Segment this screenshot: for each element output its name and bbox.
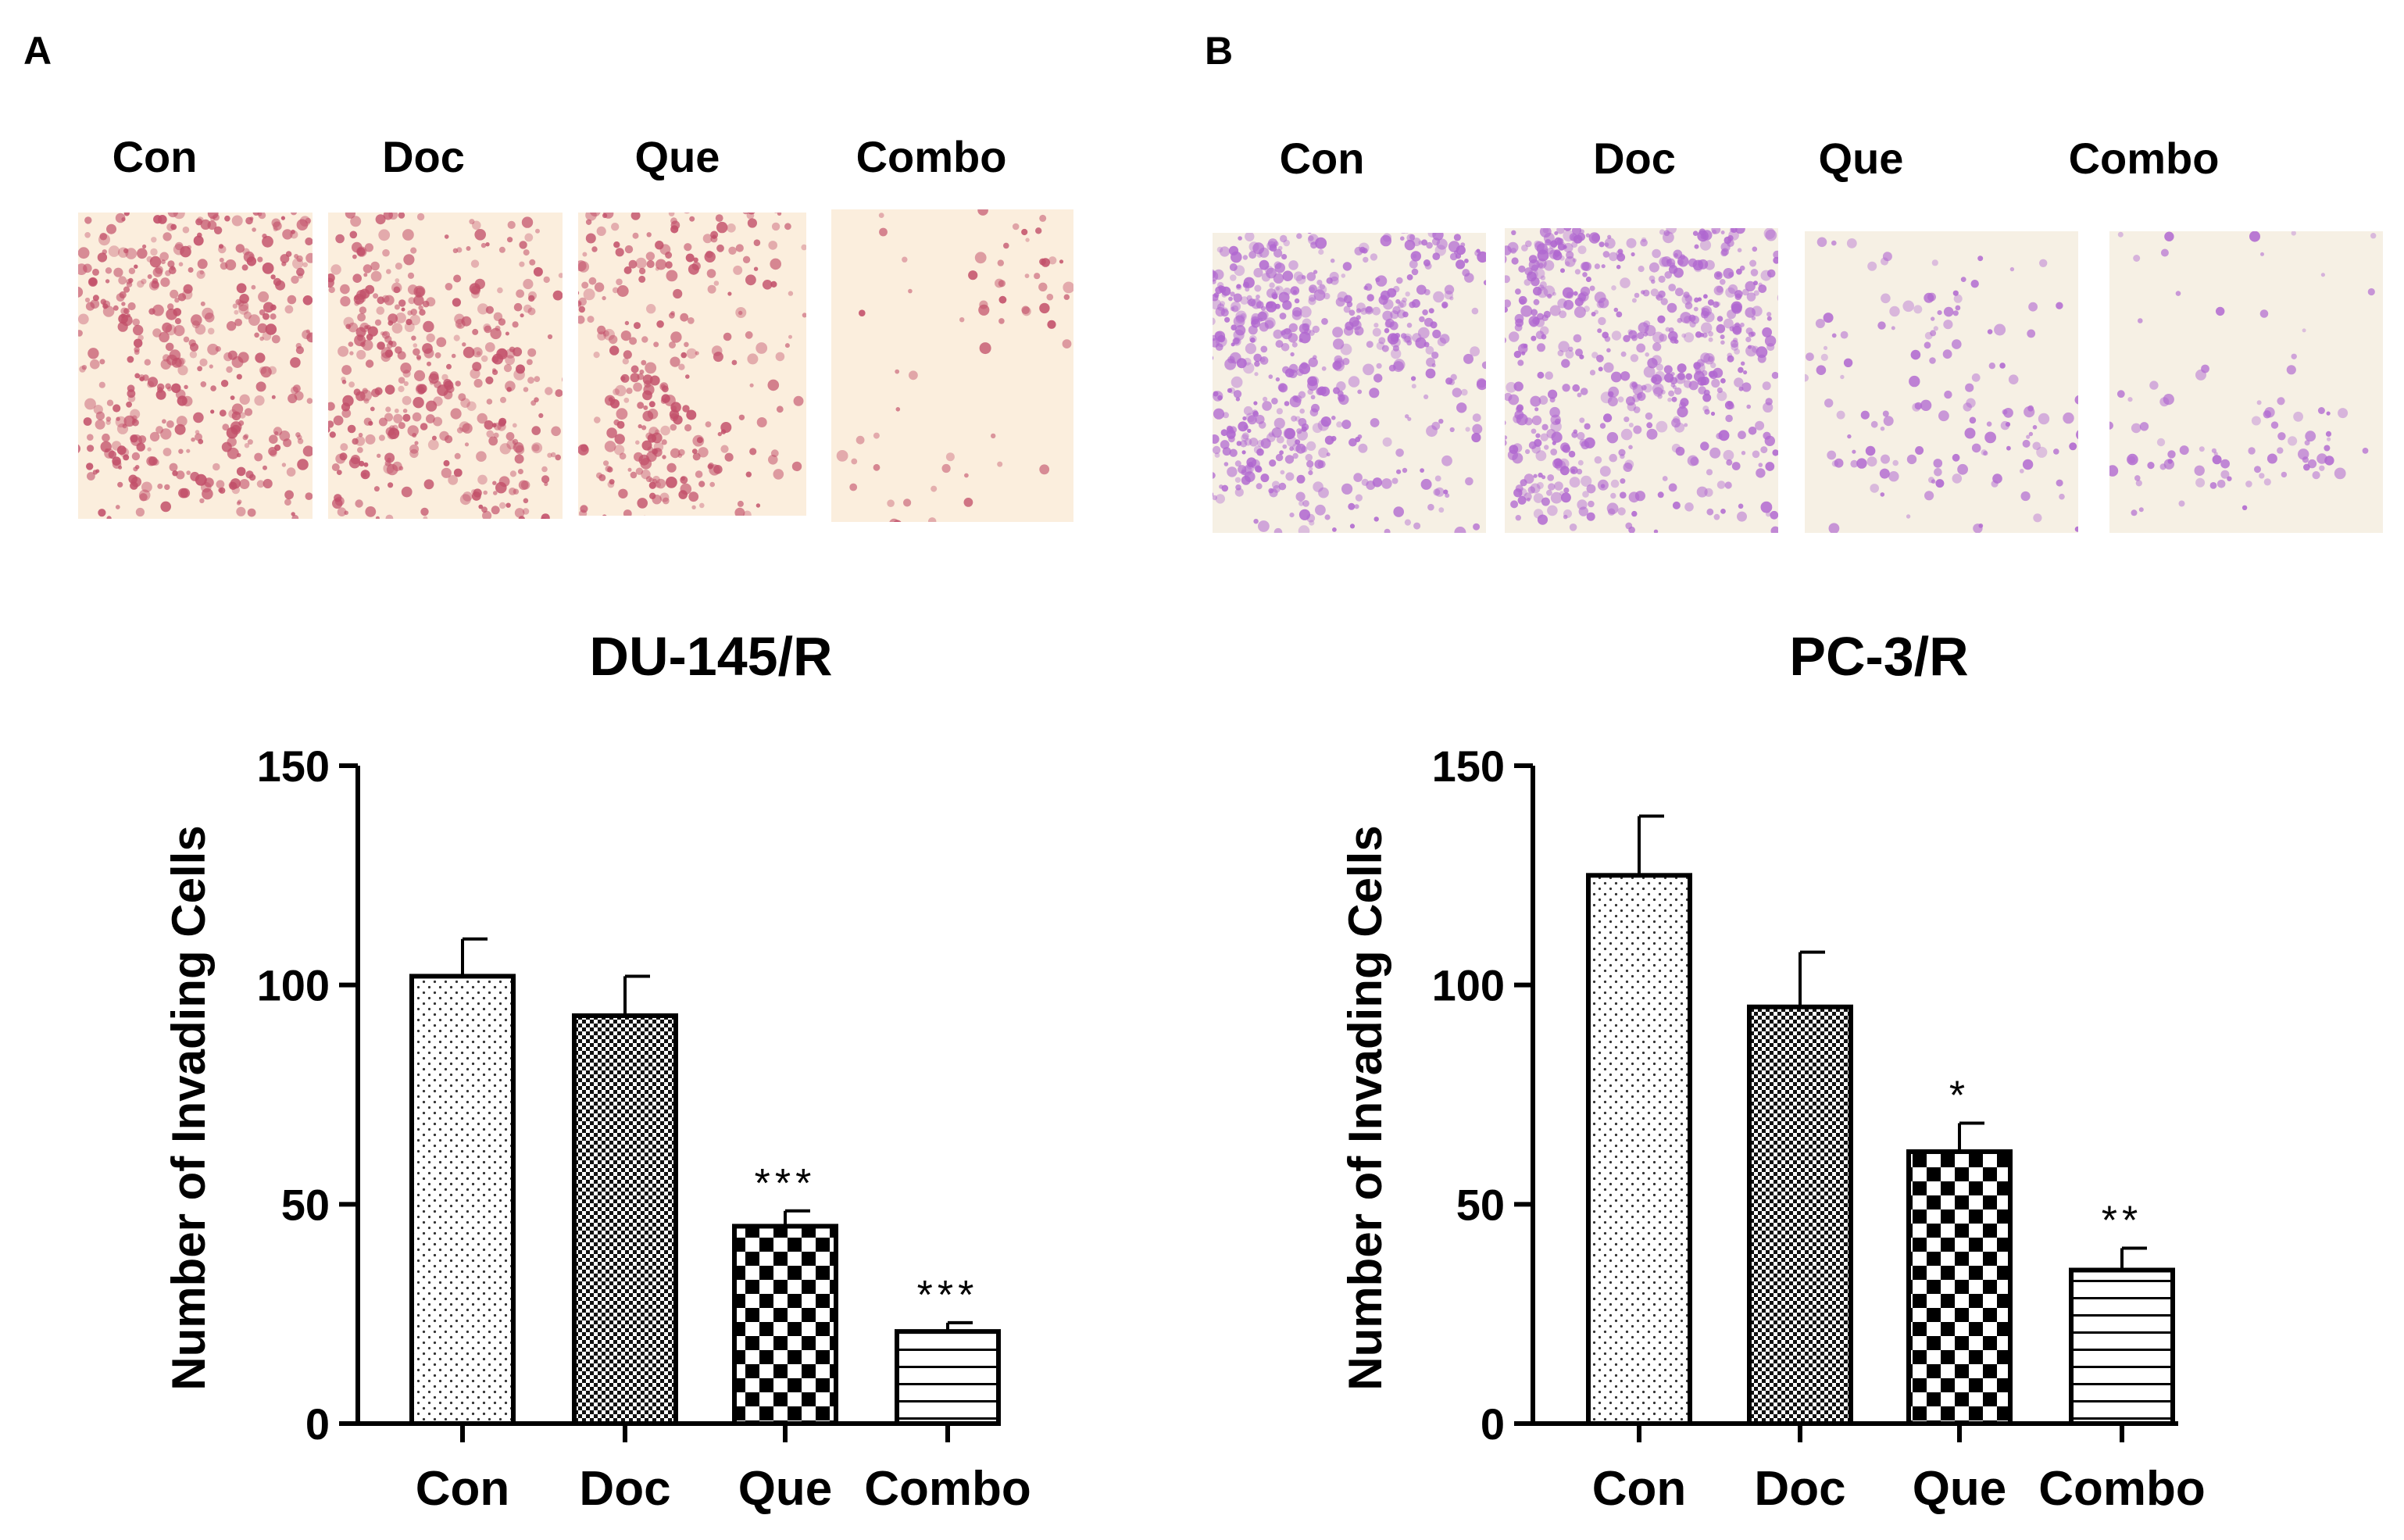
- chart-b-significance-combo: **: [2102, 1198, 2142, 1243]
- panel-a-label-con: Con: [112, 132, 198, 181]
- chart-b-bar-combo: [2069, 1267, 2175, 1426]
- chart-a-bar-combo: [895, 1329, 1001, 1426]
- chart-a-ytick-label-0: 0: [305, 1399, 330, 1449]
- chart-a-bar-doc: [572, 1013, 678, 1426]
- chart-a-title: DU-145/R: [589, 626, 832, 687]
- panel-a-micrograph-que: [578, 213, 806, 516]
- chart-a-xtick-label-con: Con: [416, 1462, 510, 1516]
- chart-a-xtick-label-que: Que: [738, 1462, 833, 1516]
- chart-a-significance-que: ***: [755, 1161, 816, 1206]
- chart-a-ytick-label-100: 100: [257, 961, 330, 1010]
- chart-a-ytick-label-150: 150: [257, 741, 330, 791]
- panel-a-label-doc: Doc: [382, 132, 465, 181]
- chart-a-ylabel: Number of Invading Cells: [163, 825, 215, 1390]
- chart-b-ytick-label-50: 50: [1456, 1180, 1505, 1229]
- panel-b-label-que: Que: [1818, 134, 1904, 183]
- panel-a-label-combo: Combo: [856, 132, 1007, 181]
- chart-b-bar-que: [1906, 1149, 2013, 1427]
- chart-b-xtick-label-doc: Doc: [1754, 1462, 1845, 1516]
- chart-a-significance-combo: ***: [917, 1273, 979, 1318]
- panel-b-micrograph-que: [1805, 231, 2078, 533]
- panel-b-micrograph-combo: [2109, 231, 2383, 533]
- panel-a-micrograph-combo: [831, 209, 1073, 522]
- chart-a-bar-que: [732, 1224, 838, 1427]
- chart-b-ylabel: Number of Invading Cells: [1339, 825, 1391, 1390]
- chart-a-xtick-label-doc: Doc: [579, 1462, 670, 1516]
- chart-a-xtick-label-combo: Combo: [864, 1462, 1031, 1516]
- panel-a-micrograph-con: [78, 213, 313, 519]
- chart-b-ytick-label-0: 0: [1481, 1399, 1505, 1449]
- panel-b-micrograph-doc: [1505, 228, 1778, 533]
- chart-b-significance-que: *: [1949, 1073, 1970, 1118]
- chart-b-ytick-label-150: 150: [1432, 741, 1505, 791]
- chart-b-title: PC-3/R: [1789, 626, 1968, 687]
- panel-b-label-doc: Doc: [1593, 134, 1676, 183]
- panel-b-label-con: Con: [1279, 134, 1365, 183]
- panel-letter-b: B: [1205, 29, 1234, 73]
- chart-b-ytick-label-100: 100: [1432, 961, 1505, 1010]
- chart-b-xtick-label-combo: Combo: [2038, 1462, 2206, 1516]
- panel-b-label-combo: Combo: [2068, 134, 2220, 183]
- panel-letter-a: A: [23, 29, 52, 73]
- chart-b-xtick-label-con: Con: [1592, 1462, 1687, 1516]
- panel-a-label-que: Que: [634, 132, 720, 181]
- chart-a-ytick-label-50: 50: [281, 1180, 330, 1229]
- panel-b-micrograph-con: [1213, 233, 1486, 533]
- chart-b-bar-con: [1586, 873, 1692, 1427]
- chart-a-bar-con: [409, 974, 516, 1426]
- panel-a-micrograph-doc: [328, 213, 563, 519]
- chart-b-xtick-label-que: Que: [1913, 1462, 2007, 1516]
- chart-b-bar-doc: [1747, 1004, 1853, 1426]
